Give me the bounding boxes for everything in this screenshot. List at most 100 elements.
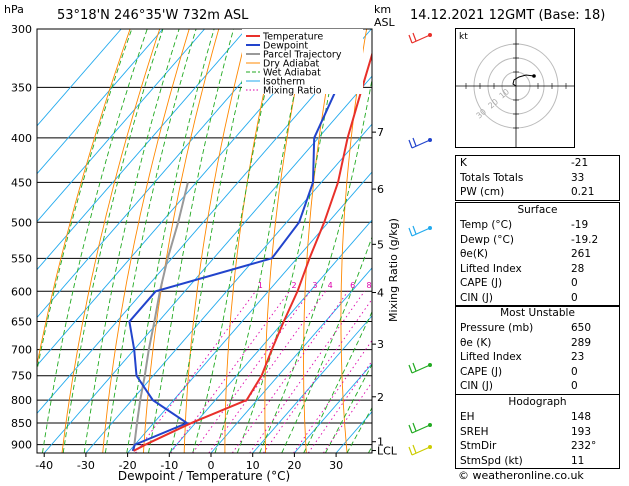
- isotherm-line: [37, 29, 372, 415]
- surface-table: Surface Temp (°C) -19 Dewp (°C) -19.2 θe(K…: [455, 202, 620, 307]
- temp-tick-label: 20: [287, 459, 301, 472]
- dry-adiabat-line: [264, 29, 308, 453]
- mixing-ratio-label: 8: [367, 281, 372, 290]
- hodograph-table-title: Hodograph: [508, 396, 567, 408]
- temp-tick-label: 30: [329, 459, 343, 472]
- legend-entry-label: Mixing Ratio: [263, 86, 322, 97]
- pressure-tick-label: 900: [11, 439, 32, 452]
- hodograph-ring-label-3: 30: [475, 107, 489, 120]
- dry-adiabat-line: [102, 29, 190, 453]
- legend-entry-label: Isotherm: [263, 77, 305, 88]
- mixing-ratio-line: [208, 291, 326, 453]
- hodograph-row: StmDir 232°: [460, 440, 597, 453]
- isotherm-line: [168, 219, 372, 453]
- isotherm-line: [37, 29, 205, 223]
- most-unstable-title: Most Unstable: [500, 307, 575, 319]
- pressure-tick-label: 850: [11, 417, 32, 430]
- temp-tick-label: -40: [35, 459, 53, 472]
- km-tick-label: 7: [377, 126, 384, 139]
- pressure-tick-label: 500: [11, 216, 32, 229]
- hodograph-unit-label: kt: [459, 32, 468, 42]
- most-unstable-row: Pressure (mb) 650: [460, 322, 592, 334]
- wind-barb-icon: [408, 362, 432, 374]
- surface-row: Dewp (°C) -19.2: [460, 233, 599, 246]
- km-tick-label: LCL: [377, 445, 398, 458]
- asl-label: ASL: [374, 16, 396, 29]
- pressure-tick-label: 350: [11, 81, 32, 94]
- datetime-title: 14.12.2021 12GMT (Base: 18): [410, 8, 605, 23]
- legend-entry-label: Parcel Trajectory: [263, 50, 342, 61]
- isotherm-line: [37, 29, 164, 175]
- km-label: km: [374, 3, 391, 16]
- km-tick-label: 6: [377, 183, 384, 196]
- most-unstable-table: Most Unstable Pressure (mb) 650 θe (K) 289…: [455, 305, 620, 395]
- wet-adiabat-line: [62, 29, 164, 453]
- km-tick-label: 4: [377, 287, 384, 300]
- dry-adiabat-line: [303, 29, 338, 453]
- most-unstable-row: CAPE (J) 0: [460, 365, 578, 378]
- wet-adiabat-line: [83, 29, 180, 453]
- dewpoint-line: [128, 29, 352, 452]
- mixing-ratio-label: 4: [328, 281, 333, 290]
- mixing-ratio-line: [263, 298, 372, 453]
- mixing-ratio-label: 20: [420, 281, 430, 290]
- isotherm-line: [37, 29, 122, 127]
- index-row-totals: Totals Totals 33: [460, 171, 585, 184]
- wet-adiabat-line: [281, 235, 372, 453]
- temp-tick-label: -20: [119, 459, 137, 472]
- wet-adiabat-line: [37, 29, 133, 372]
- km-tick-label: 5: [377, 238, 384, 251]
- pressure-tick-label: 600: [11, 285, 32, 298]
- dry-adiabat-line: [143, 29, 220, 453]
- surface-row: Temp (°C) -19: [460, 219, 589, 231]
- parcel-trajectory-line: [132, 182, 189, 452]
- wind-barb-icon: [408, 444, 432, 456]
- hodograph-row: StmSpd (kt) 11: [460, 454, 585, 467]
- isotherm-line: [37, 29, 331, 367]
- wet-adiabat-line: [259, 77, 372, 453]
- km-tick-label: 2: [377, 391, 384, 404]
- surface-row: Lifted Index 28: [460, 262, 585, 275]
- legend-entry-label: Dry Adiabat: [263, 59, 320, 70]
- dry-adiabat-line: [412, 29, 428, 453]
- mixing-ratio-line: [323, 381, 372, 453]
- isotherm-line: [210, 267, 372, 453]
- mixing-ratio-line: [192, 291, 311, 453]
- wind-barb-icon: [408, 32, 432, 44]
- hodograph-row: SREH 193: [460, 425, 592, 438]
- wind-barb-icon: [408, 225, 432, 237]
- indices-table: K -21 Totals Totals 33 PW (cm) 0.21: [455, 155, 620, 201]
- plot-frame: [36, 28, 373, 454]
- hodograph-trace: [512, 74, 535, 87]
- dry-adiabat-line: [340, 29, 368, 453]
- pressure-tick-label: 800: [11, 394, 32, 407]
- wet-adiabat-line: [236, 29, 342, 453]
- isotherm-line: [43, 75, 372, 453]
- mixing-ratio-label: 16: [406, 281, 416, 290]
- isotherm-line: [37, 29, 247, 271]
- hodograph-panel: kt 10 20 30: [455, 28, 575, 148]
- wet-adiabat-line: [214, 29, 309, 453]
- wind-barb-icon: [408, 137, 432, 149]
- isotherm-line: [294, 363, 372, 453]
- dry-adiabat-line: [61, 29, 161, 453]
- isotherm-line: [252, 315, 372, 453]
- surface-title: Surface: [517, 204, 558, 216]
- credit-text: © weatheronline.co.uk: [458, 469, 584, 482]
- pressure-tick-label: 650: [11, 316, 32, 329]
- pressure-tick-label: 300: [11, 23, 32, 36]
- mixing-ratio-axis-title: Mixing Ratio (g/kg): [387, 218, 400, 322]
- x-axis-title: Dewpoint / Temperature (°C): [118, 469, 290, 483]
- mixing-ratio-label: 1: [258, 281, 263, 290]
- dry-adiabat-line: [183, 29, 249, 453]
- wet-adiabat-line: [325, 363, 372, 453]
- mixing-ratio-label: 6: [350, 281, 355, 290]
- hpa-label: hPa: [4, 3, 24, 16]
- index-row-pw: PW (cm) 0.21: [460, 186, 595, 199]
- isotherm-line: [37, 29, 289, 319]
- mixing-ratio-label: 25: [434, 281, 444, 290]
- mixing-ratio-label: 2: [291, 281, 296, 290]
- temp-tick-label: -10: [160, 459, 178, 472]
- isotherm-line: [85, 123, 372, 453]
